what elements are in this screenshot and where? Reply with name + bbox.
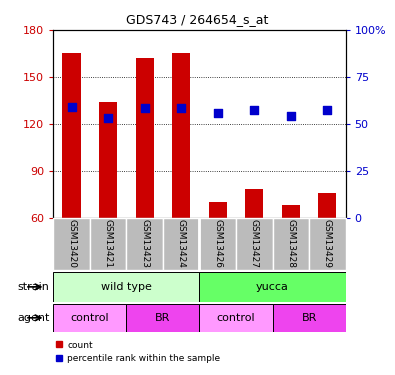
Bar bbox=[53, 217, 90, 270]
Bar bbox=[172, 54, 190, 217]
Text: BR: BR bbox=[155, 313, 171, 323]
Text: GSM13429: GSM13429 bbox=[323, 219, 332, 268]
Text: GSM13427: GSM13427 bbox=[250, 219, 259, 268]
Bar bbox=[282, 205, 300, 218]
Bar bbox=[53, 304, 126, 332]
Text: BR: BR bbox=[301, 313, 317, 323]
Point bbox=[68, 104, 75, 110]
Bar bbox=[199, 272, 346, 302]
Text: control: control bbox=[217, 313, 255, 323]
Point bbox=[324, 106, 331, 112]
Bar bbox=[199, 217, 236, 270]
Text: agent: agent bbox=[17, 313, 49, 323]
Point bbox=[105, 114, 111, 120]
Bar bbox=[209, 202, 227, 217]
Bar bbox=[309, 217, 346, 270]
Text: strain: strain bbox=[17, 282, 49, 292]
Point bbox=[141, 105, 148, 111]
Text: GSM13424: GSM13424 bbox=[177, 219, 186, 268]
Bar bbox=[236, 217, 273, 270]
Text: yucca: yucca bbox=[256, 282, 289, 292]
Bar bbox=[126, 217, 163, 270]
Point bbox=[288, 113, 294, 119]
Text: GSM13420: GSM13420 bbox=[67, 219, 76, 268]
Text: GSM13423: GSM13423 bbox=[140, 219, 149, 268]
Bar bbox=[199, 304, 273, 332]
Bar bbox=[163, 217, 199, 270]
Bar bbox=[273, 217, 309, 270]
Text: GSM13428: GSM13428 bbox=[286, 219, 295, 268]
Text: wild type: wild type bbox=[101, 282, 152, 292]
Bar bbox=[90, 217, 126, 270]
Text: GSM13421: GSM13421 bbox=[103, 219, 113, 268]
Bar bbox=[99, 102, 117, 218]
Bar bbox=[53, 272, 199, 302]
Text: GSM13426: GSM13426 bbox=[213, 219, 222, 268]
Bar bbox=[245, 189, 263, 217]
Point bbox=[214, 110, 221, 116]
Text: control: control bbox=[71, 313, 109, 323]
Bar bbox=[273, 304, 346, 332]
Bar bbox=[135, 58, 154, 217]
Legend: count, percentile rank within the sample: count, percentile rank within the sample bbox=[52, 337, 224, 367]
Text: GDS743 / 264654_s_at: GDS743 / 264654_s_at bbox=[126, 13, 269, 26]
Point bbox=[178, 105, 184, 111]
Bar bbox=[318, 192, 337, 217]
Point bbox=[251, 106, 258, 112]
Bar bbox=[62, 54, 81, 217]
Bar bbox=[126, 304, 199, 332]
